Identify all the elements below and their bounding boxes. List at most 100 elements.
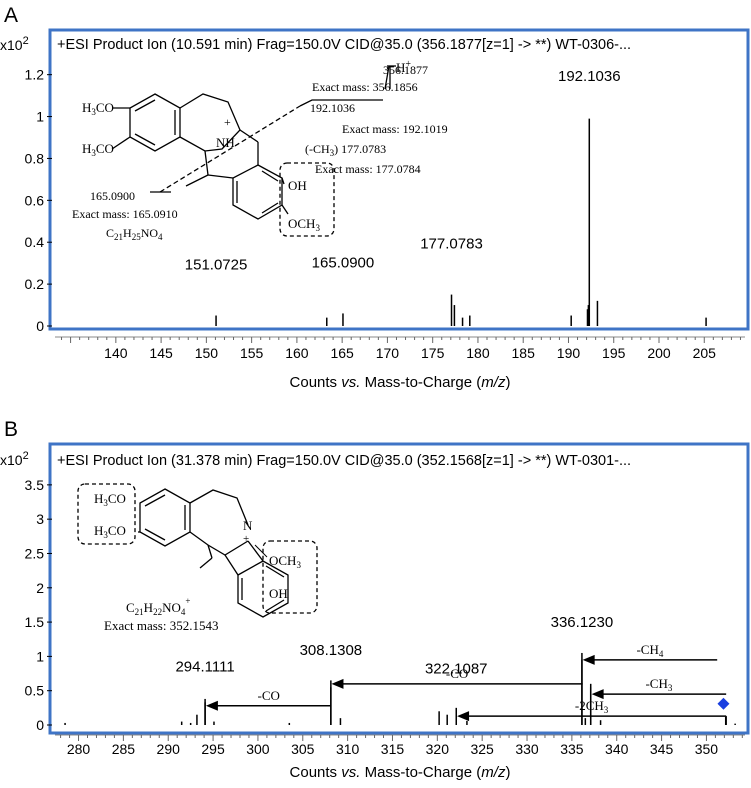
panel-a-y-axis: 0 0.2 0.4 0.6 0.8 1 1.2: [25, 67, 52, 334]
panel-a-label: A: [4, 4, 18, 27]
y-tick-label: 0.4: [25, 234, 45, 250]
svg-text:(-CH3) 177.0783: (-CH3) 177.0783: [305, 142, 386, 158]
x-tick-label: 295: [201, 741, 225, 757]
loss-label: -CO: [446, 666, 468, 681]
x-tick-label: 350: [695, 741, 719, 757]
svg-text:N: N: [243, 518, 253, 533]
panel-b-header: +ESI Product Ion (31.378 min) Frag=150.0…: [57, 453, 631, 469]
panel-a-y-multiplier: x102: [0, 35, 29, 53]
loss-arrowhead: [457, 711, 470, 722]
svg-text:Exact mass: 192.1019: Exact mass: 192.1019: [342, 122, 448, 136]
x-tick-label: 190: [557, 345, 581, 361]
panel-b-label: B: [4, 418, 18, 441]
x-tick-label: 335: [560, 741, 584, 757]
peak-label: 192.1036: [558, 68, 621, 85]
y-tick-label: 2.5: [25, 545, 45, 561]
peak-label: 336.1230: [551, 614, 614, 631]
svg-text:OCH3: OCH3: [288, 216, 320, 233]
x-tick-label: 165: [330, 345, 354, 361]
panel-a: A x102 +ESI Product Ion (10.591 min) Fra…: [0, 4, 750, 391]
panel-a-x-axis: 140 145 150 155 160 165 170 175 180 185 190 195 200 2…: [55, 336, 745, 361]
y-tick-label: 1: [36, 648, 44, 664]
x-tick-label: 290: [157, 741, 181, 757]
x-tick-label: 330: [515, 741, 539, 757]
y-tick-label: 3.5: [25, 477, 45, 493]
x-tick-label: 285: [112, 741, 136, 757]
y-tick-label: 0.2: [25, 276, 45, 292]
svg-text:H3CO: H3CO: [82, 141, 114, 158]
peak-label: 177.0783: [420, 236, 483, 253]
x-tick-label: 155: [240, 345, 264, 361]
x-tick-label: 175: [421, 345, 445, 361]
panel-b-loss-arrows: -CH4 -CO -CO -CH3 -2CH3: [204, 642, 730, 725]
loss-arrowhead: [591, 689, 604, 700]
y-tick-label: 0: [36, 318, 44, 334]
x-tick-label: 185: [512, 345, 536, 361]
peak-label: 308.1308: [300, 642, 363, 659]
svg-text:OH: OH: [269, 586, 288, 601]
y-tick-label: 0.6: [25, 192, 45, 208]
svg-text:H3CO: H3CO: [82, 100, 114, 117]
x-tick-label: 305: [291, 741, 315, 757]
x-tick-label: 145: [149, 345, 173, 361]
x-tick-label: 300: [246, 741, 270, 757]
panel-b-peaks: [64, 659, 736, 725]
panel-b-frame: [48, 442, 750, 735]
x-tick-label: 205: [693, 345, 717, 361]
svg-text:H3CO: H3CO: [94, 491, 126, 508]
x-tick-label: 195: [602, 345, 626, 361]
svg-text:OH: OH: [288, 178, 307, 193]
loss-arrowhead: [205, 700, 218, 711]
y-tick-label: 1.5: [25, 614, 45, 630]
x-tick-label: 170: [376, 345, 400, 361]
x-tick-label: 200: [647, 345, 671, 361]
svg-text:Exact mass: 177.0784: Exact mass: 177.0784: [315, 162, 421, 176]
x-tick-label: 160: [285, 345, 309, 361]
panel-b-structure: [77, 483, 318, 618]
y-tick-label: 0: [36, 717, 44, 733]
x-tick-label: 180: [466, 345, 490, 361]
panel-b-y-axis: 0 0.5 1 1.5 2 2.5 3 3.5: [25, 477, 52, 733]
loss-label: -CO: [257, 688, 279, 703]
panel-a-x-label: Counts vs. Mass-to-Charge (m/z): [290, 374, 511, 391]
y-tick-label: 2: [36, 580, 44, 596]
panel-a-peaks: [215, 118, 707, 326]
loss-label: -2CH3: [575, 698, 609, 715]
svg-text:Exact mass: 356.1856: Exact mass: 356.1856: [312, 80, 418, 94]
svg-text:C21H25NO4: C21H25NO4: [106, 226, 163, 242]
peak-label: 294.1111: [175, 658, 234, 675]
panel-a-peak-labels: 151.0725 165.0900 177.0783 192.1036: [185, 68, 621, 274]
panel-b-x-axis: 280 285 290 295 300 305 310 315 320 325 330 335 340 3…: [55, 734, 745, 757]
svg-text:+: +: [224, 115, 231, 129]
x-tick-label: 325: [470, 741, 494, 757]
y-tick-label: 0.8: [25, 150, 45, 166]
svg-text:Exact mass: 165.0910: Exact mass: 165.0910: [72, 207, 178, 221]
panel-a-header: +ESI Product Ion (10.591 min) Frag=150.0…: [57, 37, 631, 53]
x-tick-label: 315: [381, 741, 405, 757]
panel-b: B x102 +ESI Product Ion (31.378 min) Fra…: [0, 418, 750, 781]
precursor-diamond: [717, 697, 730, 710]
panel-a-structure: [111, 65, 396, 237]
y-tick-label: 3: [36, 511, 44, 527]
y-tick-label: 0.5: [25, 683, 45, 699]
loss-arrowhead: [582, 654, 595, 665]
panel-a-frame: [48, 28, 750, 331]
panel-a-structure-labels: H3CO H3CO NH + OH OCH3 356.1877 H+ Exact…: [72, 59, 448, 242]
svg-text:C21H22NO4+: C21H22NO4+: [126, 596, 190, 617]
loss-label: -CH3: [645, 676, 672, 693]
y-tick-label: 1: [36, 109, 44, 125]
y-tick-label: 1.2: [25, 67, 45, 83]
x-tick-label: 280: [67, 741, 91, 757]
x-tick-label: 345: [650, 741, 674, 757]
svg-text:NH: NH: [216, 135, 235, 150]
svg-text:Exact mass: 352.1543: Exact mass: 352.1543: [104, 618, 218, 633]
loss-label: -CH4: [636, 642, 663, 659]
x-tick-label: 310: [336, 741, 360, 757]
x-tick-label: 340: [605, 741, 629, 757]
svg-text:356.1877: 356.1877: [383, 63, 428, 77]
peak-label: 151.0725: [185, 256, 248, 273]
panel-b-peak-labels: 294.1111 308.1308 322.1087 336.1230: [175, 614, 613, 678]
peak-label: 165.0900: [312, 254, 375, 271]
svg-text:H+: H+: [396, 59, 411, 75]
